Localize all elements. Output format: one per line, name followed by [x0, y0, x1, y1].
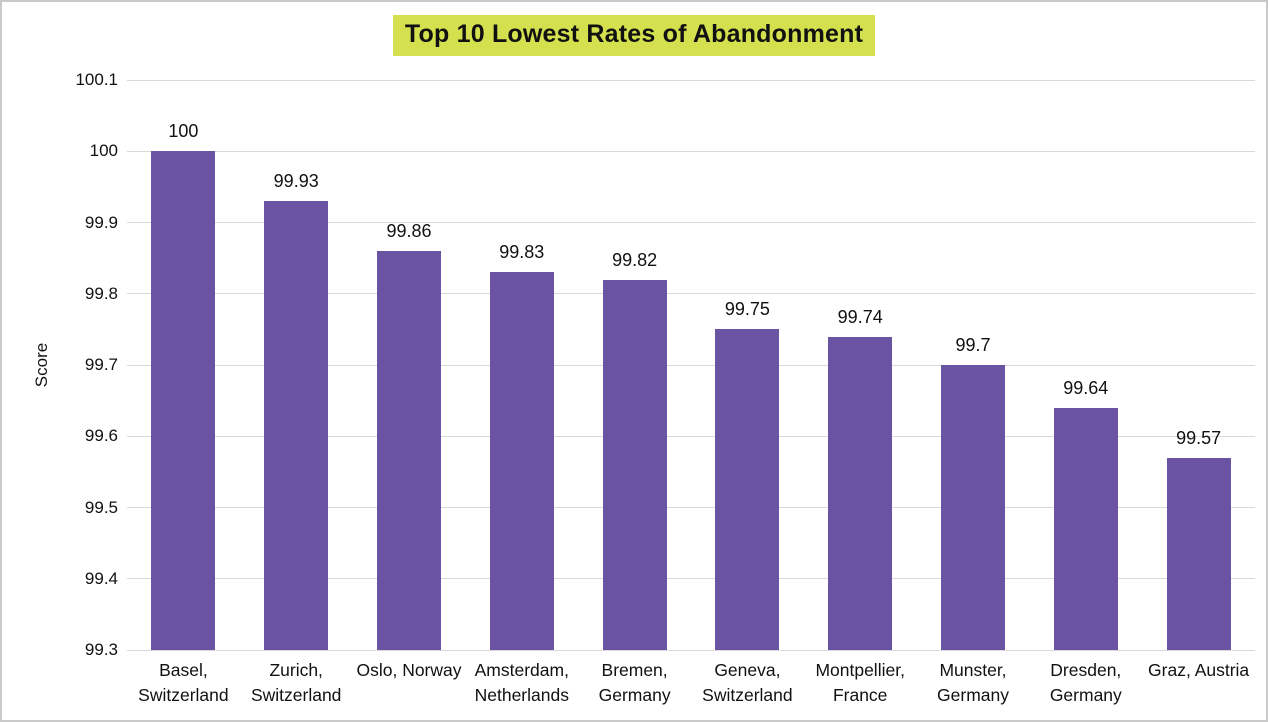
bar — [602, 279, 667, 650]
x-tick-label: Oslo, Norway — [356, 660, 462, 680]
bar — [828, 336, 893, 650]
x-tick-label: Amsterdam, Netherlands — [474, 660, 569, 705]
bar — [377, 251, 441, 650]
y-tick-label: 99.5 — [84, 497, 118, 517]
x-tick-label: Bremen, Germany — [598, 660, 671, 705]
bar-value-label: 99.74 — [837, 306, 883, 327]
plot-area: 100 99.93 99.86 99.83 99.82 99.75 99.74 99.7 99.… — [127, 79, 1255, 651]
gridline — [127, 364, 1255, 366]
x-tick-label: Zurich, Switzerland — [250, 660, 342, 705]
bar-value-label: 99.57 — [1176, 427, 1222, 448]
chart-title: Top 10 Lowest Rates of Abandonment — [392, 15, 876, 56]
x-tick-label: Geneva, Switzerland — [702, 660, 793, 705]
bar-value-label: 99.64 — [1063, 377, 1109, 398]
bar — [715, 329, 780, 650]
y-tick-label: 99.6 — [84, 426, 118, 446]
bar-value-label: 99.75 — [724, 299, 770, 320]
gridline — [127, 435, 1255, 437]
y-tick-label: 99.7 — [84, 355, 118, 374]
chart-title-container: Top 10 Lowest Rates of Abandonment — [2, 15, 1266, 56]
x-tick-label: Dresden, Germany — [1049, 660, 1122, 705]
y-tick-label: 99.4 — [84, 568, 118, 588]
bar — [1166, 457, 1231, 650]
bar-value-label: 99.82 — [612, 249, 658, 270]
gridline — [127, 150, 1255, 152]
bar-value-label: 99.86 — [386, 221, 432, 241]
bar — [941, 365, 1005, 650]
x-tick-label: Basel, Switzerland — [138, 660, 229, 705]
bar-value-label: 99.93 — [273, 171, 319, 192]
bar — [264, 201, 329, 650]
y-tick-label: 99.3 — [84, 640, 118, 659]
gridline — [127, 649, 1255, 651]
y-tick-label: 100 — [89, 141, 118, 161]
gridline — [127, 578, 1255, 580]
x-tick-label: Munster, Germany — [937, 660, 1009, 705]
bar — [151, 151, 216, 650]
x-tick-label: Graz, Austria — [1148, 660, 1250, 680]
bar-value-label: 99.83 — [499, 242, 545, 263]
gridline — [127, 507, 1255, 508]
gridline — [127, 222, 1255, 223]
bar-value-label: 99.7 — [955, 335, 991, 355]
x-tick-label: Montpellier, France — [815, 660, 905, 705]
bar — [1053, 407, 1118, 650]
gridline — [127, 79, 1255, 81]
y-tick-label: 100.1 — [75, 70, 118, 89]
gridline — [127, 293, 1255, 295]
bar — [489, 272, 554, 650]
bar-value-label: 100 — [168, 121, 199, 142]
y-tick-label: 99.8 — [84, 283, 118, 303]
y-tick-label: 99.9 — [84, 212, 118, 232]
